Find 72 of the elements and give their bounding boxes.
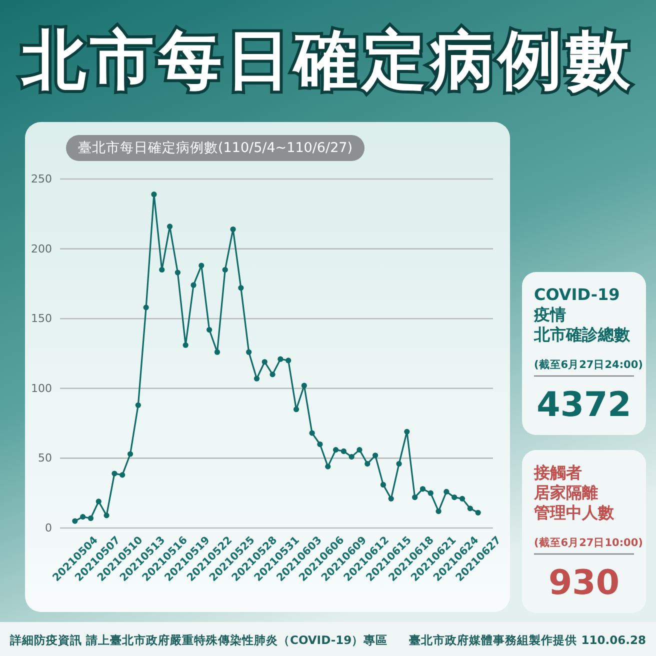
point: [348, 454, 354, 460]
point: [230, 226, 236, 232]
y-tick-label: 0: [45, 522, 52, 535]
chart-title: 北市每日確定病例數: [20, 24, 634, 98]
point: [190, 282, 196, 288]
point: [72, 518, 78, 524]
point: [459, 496, 466, 502]
point: [388, 496, 394, 502]
point: [340, 448, 346, 454]
point: [262, 359, 268, 365]
point: [356, 447, 362, 453]
text: 930: [548, 563, 620, 603]
point: [166, 224, 173, 230]
point: [404, 428, 410, 434]
point: [127, 451, 134, 457]
point: [214, 349, 220, 355]
y-tick-label: 100: [31, 382, 52, 395]
point: [88, 515, 94, 522]
point: [246, 349, 252, 355]
text: 接觸者: [533, 463, 582, 482]
text: 4372: [536, 385, 632, 425]
point: [428, 490, 434, 496]
point: [452, 494, 458, 500]
point: [112, 470, 118, 476]
text: 疫情: [533, 305, 566, 324]
point: [159, 266, 165, 273]
point: [80, 514, 86, 520]
point: [293, 406, 300, 412]
point: [380, 482, 386, 488]
point: [238, 285, 244, 291]
y-tick-label: 150: [31, 312, 52, 326]
point: [278, 356, 284, 362]
point: [96, 498, 102, 504]
point: [396, 460, 402, 467]
text: 臺北市政府媒體事務組製作提供 110.06.28: [409, 633, 646, 647]
point: [143, 304, 149, 310]
point: [412, 494, 418, 500]
text: (截至6月27日24:00): [534, 358, 643, 371]
text: 居家隔離: [533, 483, 598, 502]
y-tick-label: 200: [31, 242, 52, 256]
text: COVID-19: [534, 285, 620, 304]
point: [325, 464, 331, 470]
point: [317, 441, 323, 448]
point: [120, 472, 126, 478]
point: [222, 266, 228, 273]
point: [198, 262, 204, 268]
text: 北市確診總數: [533, 325, 631, 344]
point: [467, 506, 473, 512]
point: [270, 372, 276, 378]
point: [309, 430, 315, 436]
text: 管理中人數: [533, 503, 615, 522]
y-tick-label: 250: [31, 172, 52, 186]
point: [475, 510, 481, 516]
chart-subtitle: 臺北市每日確定病例數(110/5/4~110/6/27): [78, 140, 353, 156]
point: [444, 488, 450, 495]
point: [286, 358, 292, 364]
point: [151, 192, 157, 198]
point: [372, 452, 378, 458]
point: [436, 508, 442, 514]
y-tick-label: 50: [38, 452, 52, 465]
text: (截至6月27日10:00): [534, 536, 643, 549]
point: [301, 382, 307, 388]
point: [182, 342, 188, 348]
point: [364, 460, 370, 467]
point: [206, 326, 212, 333]
point: [332, 447, 339, 453]
point: [174, 270, 180, 276]
point: [420, 486, 426, 492]
point: [135, 402, 141, 408]
point: [104, 512, 110, 518]
text: 詳細防疫資訊 請上臺北市政府嚴重特殊傳染性肺炎（COVID-19）專區: [9, 633, 388, 647]
point: [254, 376, 260, 382]
